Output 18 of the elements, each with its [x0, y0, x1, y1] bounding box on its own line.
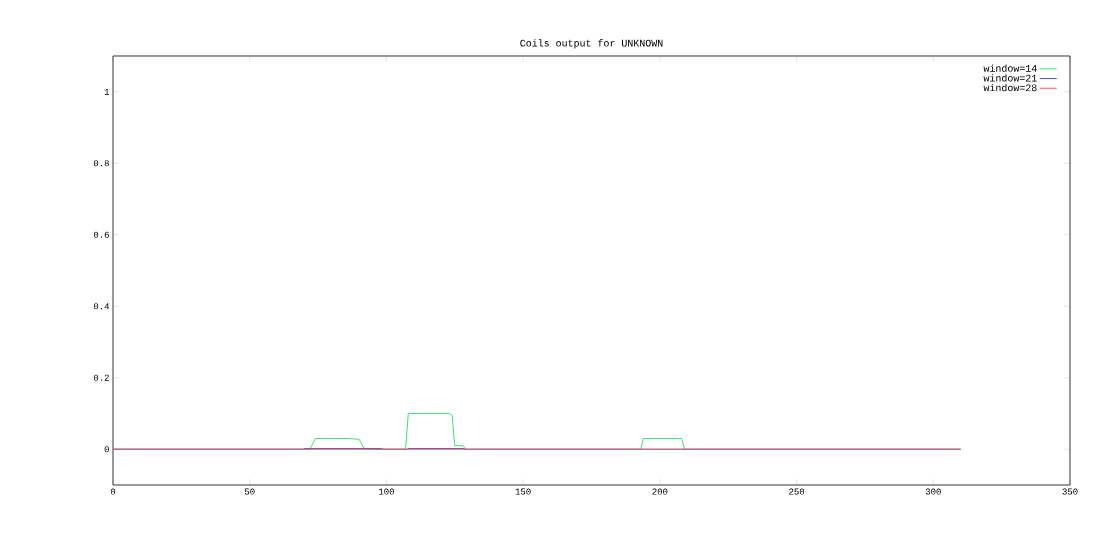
x-tick-label: 200	[652, 488, 668, 495]
y-tick-label: 1	[104, 88, 110, 95]
y-tick-label: 0.4	[93, 303, 110, 310]
x-tick-label: 150	[515, 488, 531, 495]
x-tick-label: 50	[244, 488, 255, 495]
legend-label: window=14	[983, 64, 1037, 72]
y-tick-label: 0	[104, 446, 109, 453]
chart-title: Coils output for UNKNOWN	[520, 39, 663, 49]
x-tick-label: 250	[789, 488, 805, 495]
x-tick-label: 0	[110, 488, 116, 495]
y-tick-label: 0.8	[93, 160, 109, 167]
x-tick-label: 350	[1062, 488, 1078, 495]
legend-label: window=28	[983, 83, 1037, 92]
y-tick-label: 0.2	[93, 374, 109, 381]
x-tick-label: 100	[379, 488, 394, 495]
x-tick-label: 300	[925, 488, 941, 495]
legend-label: window=21	[983, 74, 1037, 82]
y-tick-label: 0.6	[93, 231, 109, 238]
